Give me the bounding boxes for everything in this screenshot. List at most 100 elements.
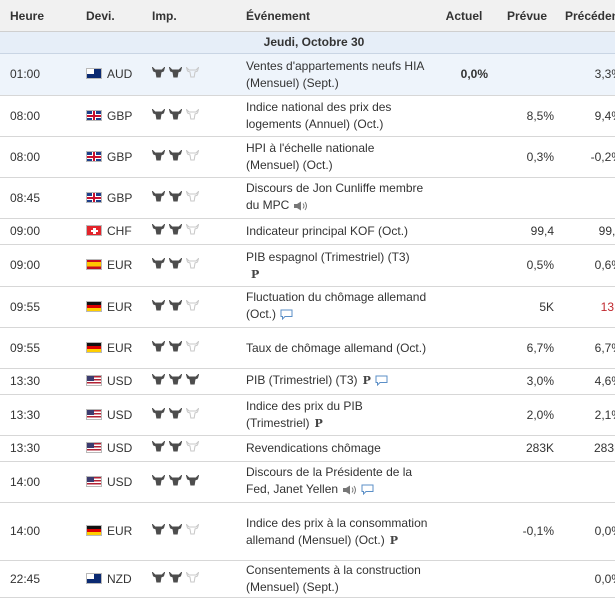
event-row[interactable]: 13:30 USD Indice des prix du PIB (Trimestr… (0, 394, 615, 436)
event-name[interactable]: Taux de chômage allemand (Oct.) (246, 340, 427, 355)
comment-icon[interactable] (361, 483, 374, 500)
currency-code: EUR (107, 524, 133, 538)
event-name-cell[interactable]: PIB espagnol (Trimestriel) (T3) P (240, 244, 434, 287)
bull-filled-icon (152, 258, 165, 269)
event-actual (434, 461, 494, 503)
event-name[interactable]: PIB espagnol (Trimestriel) (T3) (246, 249, 410, 264)
event-forecast: 0,5% (494, 244, 560, 287)
event-time: 09:55 (0, 286, 80, 328)
event-row[interactable]: 08:00 GBP HPI à l'échelle nationale (Mensu… (0, 136, 615, 178)
event-name-cell[interactable]: PIB (Trimestriel) (T3) P (240, 368, 434, 395)
event-name-cell[interactable]: Indice des prix du PIB (Trimestriel) P (240, 394, 434, 436)
bull-empty-icon (186, 407, 199, 419)
event-name[interactable]: PIB (Trimestriel) (T3) (246, 373, 358, 387)
event-name[interactable]: Consentements à la construction (Mensuel… (246, 563, 421, 594)
event-row[interactable]: 09:00 EUR PIB espagnol (Trimestriel) (T3) P… (0, 244, 615, 287)
bull-filled-icon (152, 407, 165, 419)
bull-filled-icon (152, 524, 165, 535)
event-forecast: 8,5% (494, 95, 560, 137)
event-name-cell[interactable]: Indice des prix à la consommation allema… (240, 502, 434, 561)
event-previous: 2,1% (560, 394, 615, 436)
event-name-cell[interactable]: Discours de Jon Cunliffe membre du MPC (240, 177, 434, 219)
currency-code: EUR (107, 299, 133, 314)
event-time: 22:45 (0, 560, 80, 598)
header-event[interactable]: Événement (240, 0, 434, 32)
event-row[interactable]: 09:00 CHF Indicateur principal KOF (Oct.) 9… (0, 218, 615, 245)
header-currency[interactable]: Devi. (80, 0, 146, 32)
header-actual[interactable]: Actuel (434, 0, 494, 32)
header-time[interactable]: Heure (0, 0, 80, 32)
preliminary-icon[interactable]: P (389, 533, 398, 547)
bull-empty-icon (186, 108, 199, 120)
event-name-cell[interactable]: Consentements à la construction (Mensuel… (240, 560, 434, 598)
flag-uk-icon (86, 109, 102, 121)
bull-filled-icon (152, 149, 165, 161)
event-name-cell[interactable]: Revendications chômage (240, 435, 434, 462)
event-name[interactable]: Indice des prix du PIB (Trimestriel) (246, 399, 363, 430)
bull-filled-icon (169, 441, 182, 452)
event-row[interactable]: 13:30 USD Revendications chômage 283K283K (0, 435, 615, 462)
event-name-cell[interactable]: Indice national des prix des logements (… (240, 95, 434, 137)
event-name-cell[interactable]: Indicateur principal KOF (Oct.) (240, 218, 434, 245)
event-previous: 0,6% (560, 244, 615, 287)
event-name-cell[interactable]: HPI à l'échelle nationale (Mensuel) (Oct… (240, 136, 434, 178)
speaker-icon[interactable] (293, 199, 308, 216)
header-forecast[interactable]: Prévue (494, 0, 560, 32)
event-previous: -0,2% (560, 136, 615, 178)
event-previous: 13K (560, 286, 615, 328)
event-name-cell[interactable]: Discours de la Présidente de la Fed, Jan… (240, 461, 434, 503)
preliminary-icon[interactable]: P (362, 374, 371, 387)
event-actual (434, 286, 494, 328)
event-name[interactable]: Indice national des prix des logements (… (246, 100, 392, 131)
event-name[interactable]: Indicateur principal KOF (Oct.) (246, 224, 409, 238)
preliminary-icon[interactable]: P (251, 267, 260, 281)
comment-icon[interactable] (375, 374, 388, 391)
event-name-cell[interactable]: Taux de chômage allemand (Oct.) (240, 327, 434, 369)
preliminary-icon[interactable]: P (314, 417, 323, 430)
event-name[interactable]: HPI à l'échelle nationale (Mensuel) (Oct… (246, 141, 375, 172)
event-row[interactable]: 08:45 GBP Discours de Jon Cunliffe membre … (0, 177, 615, 219)
event-previous: 283K (560, 435, 615, 462)
header-previous[interactable]: Précédent (560, 0, 615, 32)
event-name[interactable]: Ventes d'appartements neufs HIA (Mensuel… (246, 58, 424, 90)
currency-code: NZD (107, 571, 132, 586)
bull-empty-icon (186, 190, 199, 202)
event-name-cell[interactable]: Ventes d'appartements neufs HIA (Mensuel… (240, 53, 434, 96)
event-previous (560, 177, 615, 219)
event-forecast: 0,3% (494, 136, 560, 178)
event-name-cell[interactable]: Fluctuation du chômage allemand (Oct.) (240, 286, 434, 328)
event-row[interactable]: 09:55 EUR Taux de chômage allemand (Oct.) 6… (0, 327, 615, 369)
event-name[interactable]: Fluctuation du chômage allemand (Oct.) (246, 290, 427, 321)
event-name[interactable]: Revendications chômage (246, 441, 381, 455)
event-forecast: 6,7% (494, 327, 560, 369)
event-importance (146, 327, 240, 369)
currency-code: EUR (107, 340, 133, 355)
comment-icon[interactable] (280, 308, 293, 325)
event-name[interactable]: Discours de la Présidente de la Fed, Jan… (246, 465, 413, 496)
event-previous: 0,0% (560, 502, 615, 561)
event-row[interactable]: 14:00 EUR Indice des prix à la consommatio… (0, 502, 615, 561)
event-row[interactable]: 13:30 USD PIB (Trimestriel) (T3) P 3,0%4,6% (0, 368, 615, 395)
event-time: 01:00 (0, 53, 80, 96)
event-name[interactable]: Discours de Jon Cunliffe membre du MPC (246, 181, 424, 212)
currency-code: USD (107, 407, 133, 422)
event-row[interactable]: 22:45 NZD Consentements à la construction … (0, 560, 615, 598)
bull-filled-icon (152, 67, 165, 78)
event-row[interactable]: 09:55 EUR Fluctuation du chômage allemand … (0, 286, 615, 328)
event-importance (146, 53, 240, 96)
date-row: Jeudi, Octobre 30 (0, 31, 615, 54)
event-row[interactable]: 08:00 GBP Indice national des prix des log… (0, 95, 615, 137)
currency-code: GBP (107, 108, 133, 123)
currency-code: AUD (107, 67, 133, 81)
header-importance[interactable]: Imp. (146, 0, 240, 32)
speaker-icon[interactable] (342, 483, 357, 500)
bull-filled-icon (169, 340, 182, 352)
event-name[interactable]: Indice des prix à la consommation allema… (246, 515, 428, 547)
event-currency: CHF (80, 218, 146, 245)
event-forecast (494, 560, 560, 598)
event-row[interactable]: 14:00 USD Discours de la Présidente de la … (0, 461, 615, 503)
bull-filled-icon (186, 474, 199, 486)
bull-filled-icon (152, 340, 165, 352)
event-row[interactable]: 01:00 AUD Ventes d'appartements neufs HIA … (0, 53, 615, 96)
